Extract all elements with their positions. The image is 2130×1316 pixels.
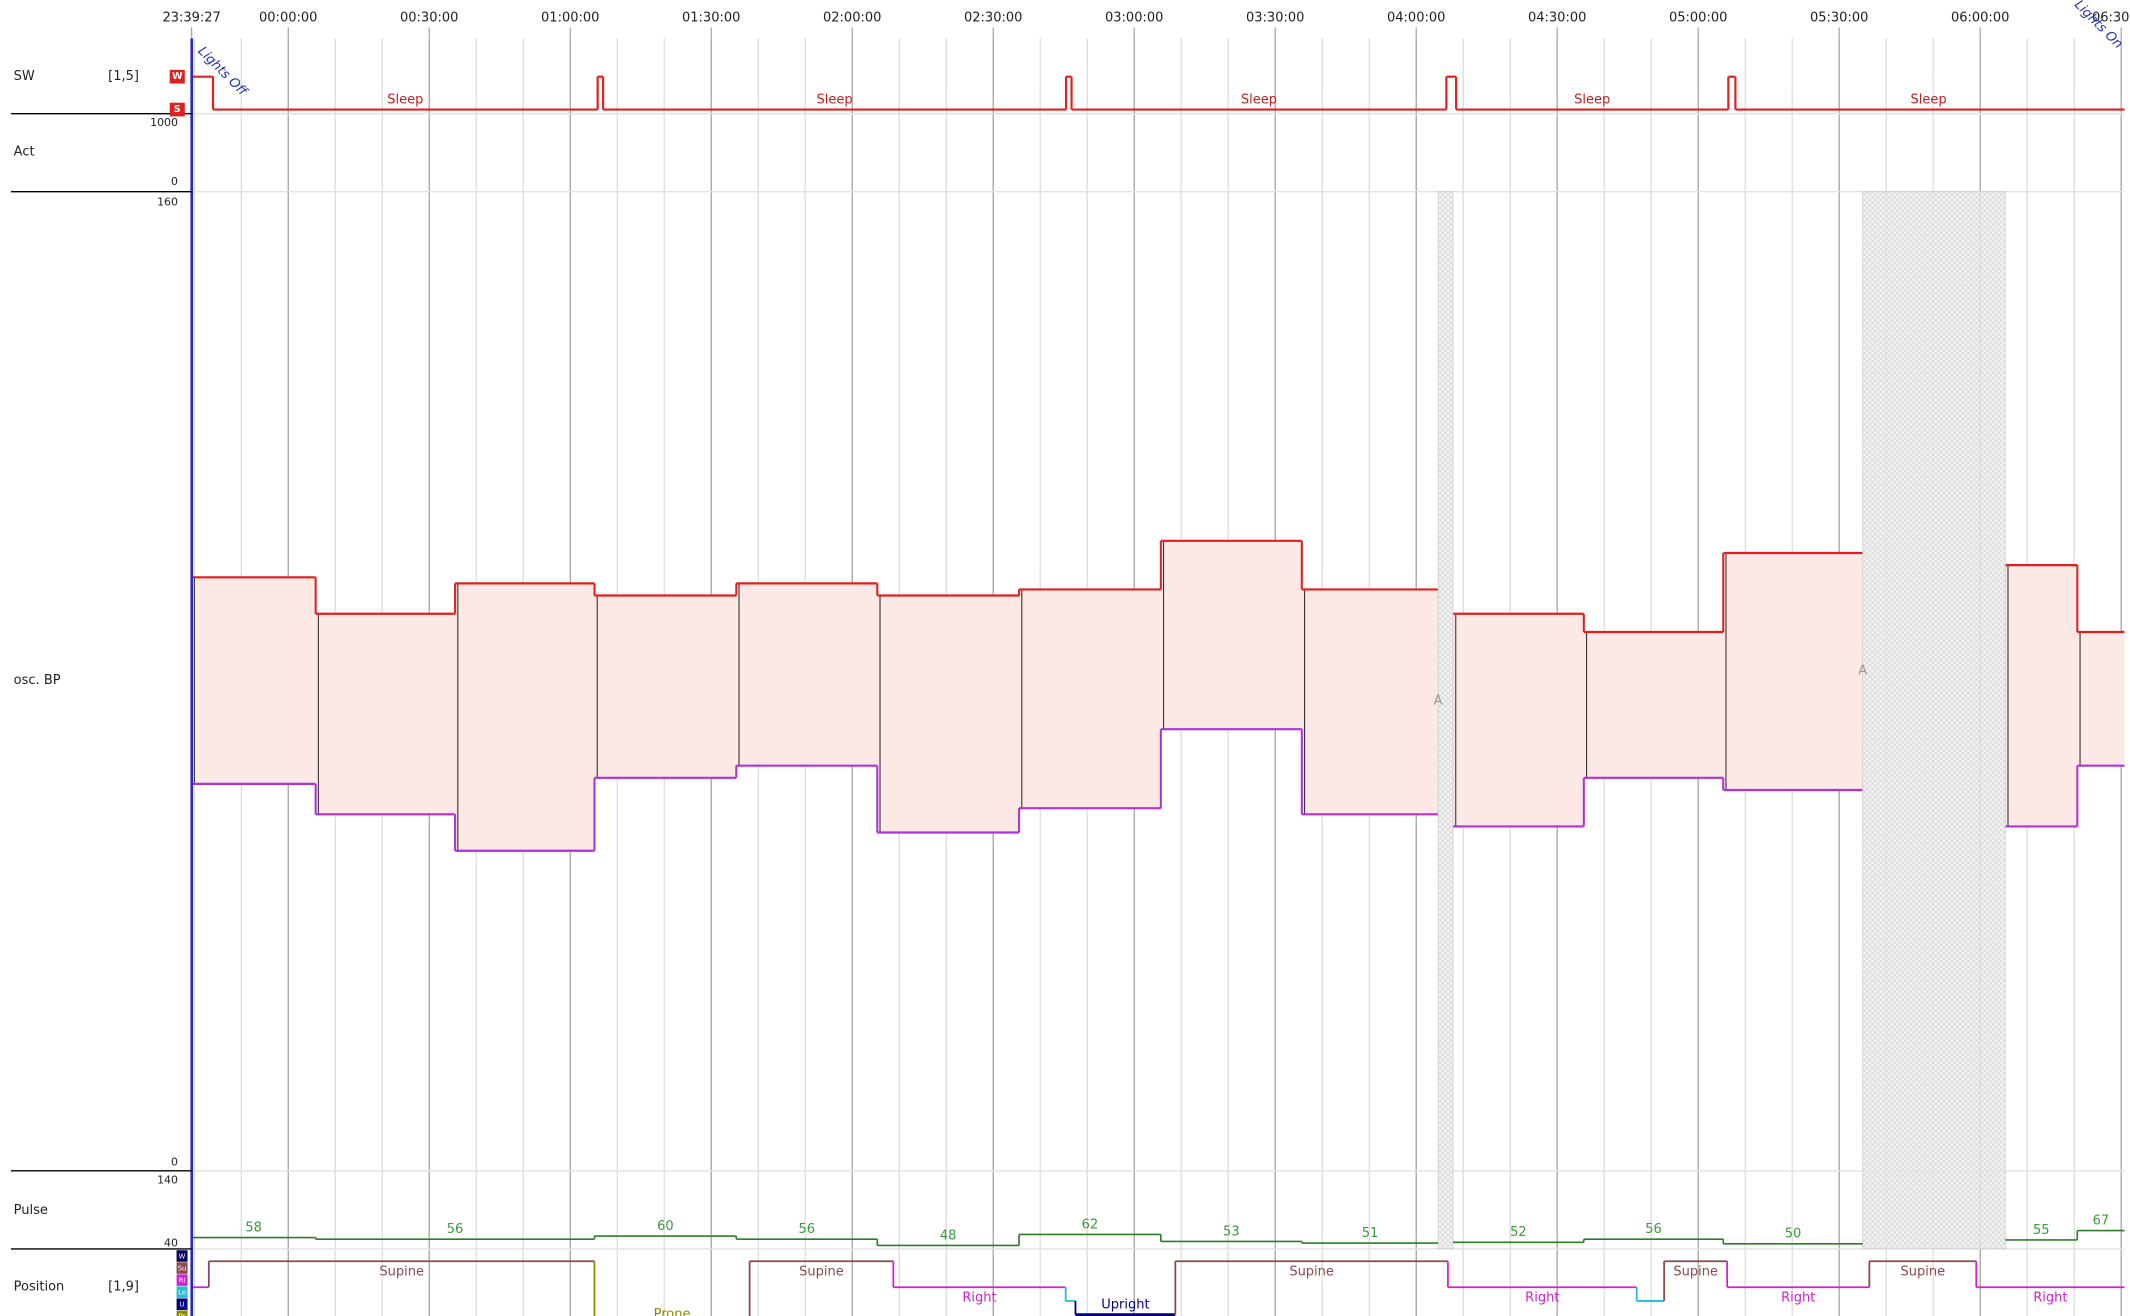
time-tick-label: 01:30:00 — [682, 10, 740, 25]
stage-label: Sleep — [1574, 92, 1610, 107]
time-tick-label: 04:30:00 — [1528, 10, 1586, 25]
pulse-label: 48 — [940, 1228, 957, 1243]
stage-label: Sleep — [1911, 92, 1947, 107]
time-tick-label: 05:30:00 — [1810, 10, 1868, 25]
bp-range — [2077, 631, 2125, 766]
time-tick-label: 05:00:00 — [1669, 10, 1727, 25]
channel-range: [1,5] — [108, 69, 139, 84]
bp-range — [2005, 565, 2078, 827]
time-tick-label: 02:30:00 — [964, 10, 1022, 25]
y-tick-label: 40 — [164, 1236, 178, 1249]
position-code-box — [176, 1286, 188, 1298]
channel-label: Pulse — [14, 1203, 48, 1218]
y-tick-label: 0 — [171, 175, 178, 188]
pulse-label: 51 — [1362, 1226, 1379, 1241]
stage-code-box — [169, 69, 185, 84]
bp-range — [455, 583, 595, 851]
pulse-label: 58 — [245, 1221, 262, 1236]
position-label: Right — [1781, 1291, 1815, 1306]
position-code: W — [179, 1252, 186, 1260]
position-code-box — [176, 1298, 188, 1310]
channel-range: [1,9] — [108, 1280, 139, 1295]
position-code: Su — [178, 1264, 187, 1272]
time-tick-label: 01:00:00 — [541, 10, 599, 25]
y-tick-label: 1000 — [150, 116, 178, 129]
artifact-label: A — [1858, 664, 1867, 679]
pulse-label: 53 — [1223, 1224, 1240, 1239]
channel-label: Position — [14, 1280, 65, 1295]
position-code: Le — [178, 1288, 186, 1296]
time-tick-label: 03:30:00 — [1246, 10, 1304, 25]
position-code-box — [176, 1250, 188, 1262]
time-tick-label: 04:00:00 — [1387, 10, 1445, 25]
stage-code: S — [174, 104, 181, 115]
time-tick-label: 00:30:00 — [400, 10, 458, 25]
y-tick-label: 0 — [171, 1156, 178, 1169]
position-label: Supine — [1901, 1265, 1946, 1280]
stage-label: Sleep — [387, 92, 423, 107]
position-label: Right — [962, 1291, 996, 1306]
pulse-label: 62 — [1082, 1217, 1099, 1232]
channel-label: Act — [14, 145, 35, 160]
position-label: Prone — [654, 1307, 691, 1316]
bp-range — [1723, 552, 1863, 790]
bp-range — [191, 577, 316, 784]
position-label: Supine — [799, 1265, 844, 1280]
pulse-label: 55 — [2033, 1223, 2050, 1238]
bp-range — [1583, 631, 1724, 778]
position-label: Supine — [1673, 1265, 1718, 1280]
position-code: Ri — [179, 1276, 186, 1284]
pulse-label: 56 — [1645, 1222, 1662, 1237]
pulse-label: 60 — [657, 1219, 674, 1234]
artifact-label: A — [1434, 694, 1443, 709]
y-tick-label: 160 — [157, 196, 178, 209]
position-code-box — [176, 1310, 188, 1316]
time-tick-label: 00:00:00 — [259, 10, 317, 25]
bp-range — [1453, 613, 1584, 827]
bp-range — [736, 583, 878, 766]
time-tick-label: 06:30:00 — [2092, 10, 2130, 25]
time-tick-label: 03:00:00 — [1105, 10, 1163, 25]
bp-range — [594, 595, 737, 778]
pulse-label: 67 — [2093, 1213, 2110, 1228]
position-code: Pr — [179, 1313, 186, 1316]
artifact-band — [1437, 191, 1454, 1250]
position-label: Right — [1525, 1291, 1559, 1306]
position-label: Supine — [379, 1265, 424, 1280]
bp-range — [315, 613, 456, 815]
bp-range — [1301, 589, 1439, 815]
channel-labels: SW [1,5] Act osc. BP Pulse Position [1,9… — [10, 69, 192, 1295]
position-code-box — [176, 1262, 188, 1274]
bp-range — [877, 595, 1020, 833]
stage-label: Sleep — [817, 92, 853, 107]
bp-range — [1160, 540, 1302, 730]
plot-area: A A Sleep Sleep Sleep Sleep Sleep 58 56 60 56 48 62 5… — [190, 27, 2125, 1316]
pulse-label: 56 — [799, 1222, 816, 1237]
position-label: Right — [2033, 1291, 2067, 1306]
channel-label: SW — [14, 69, 35, 84]
stage-label: Sleep — [1241, 92, 1277, 107]
stage-code-box — [169, 102, 185, 117]
artifact-band — [1862, 191, 2006, 1250]
time-tick-label: 23:39:27 — [162, 10, 220, 25]
bp-range — [1019, 589, 1161, 809]
position-code: U — [180, 1300, 185, 1308]
position-label: Supine — [1289, 1265, 1334, 1280]
time-tick-label: 06:00:00 — [1951, 10, 2009, 25]
pulse-label: 56 — [447, 1222, 464, 1237]
time-tick-label: 02:00:00 — [823, 10, 881, 25]
position-label: Upright — [1101, 1298, 1149, 1313]
y-tick-label: 140 — [157, 1173, 178, 1186]
stage-code: W — [172, 71, 183, 82]
channel-label: osc. BP — [14, 673, 61, 688]
pulse-label: 50 — [1785, 1227, 1802, 1242]
pulse-label: 52 — [1510, 1225, 1527, 1240]
position-code-box — [176, 1274, 188, 1286]
